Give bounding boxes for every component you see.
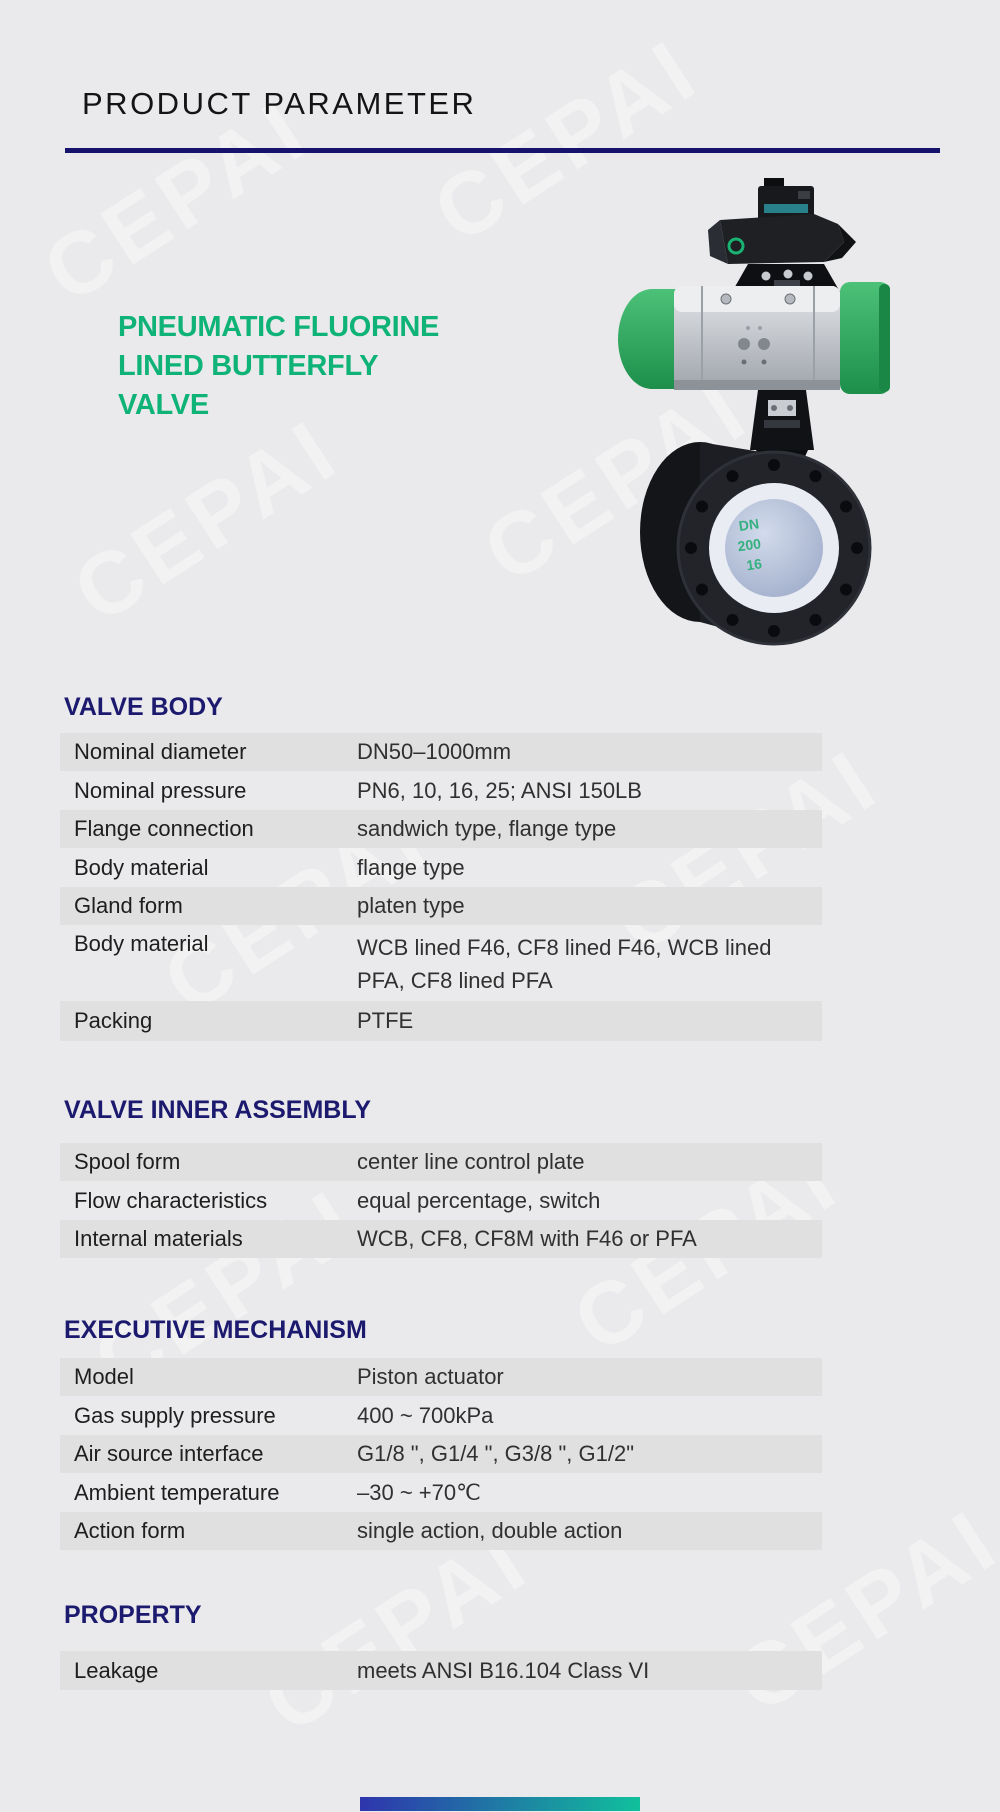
spec-row: Action form single action, double action — [60, 1512, 822, 1550]
spec-row: Model Piston actuator — [60, 1358, 822, 1396]
spec-label: Model — [74, 1364, 134, 1389]
spec-row: Body material flange type — [60, 848, 822, 887]
spec-label: Body material — [74, 854, 209, 880]
pneumatic-actuator — [618, 282, 890, 394]
spec-value: G1/8 ", G1/4 ", G3/8 ", G1/2" — [357, 1441, 635, 1466]
spec-label: Gland form — [74, 893, 183, 918]
spec-label: Nominal pressure — [74, 777, 247, 803]
valve-size-marking: DN 200 16 — [737, 515, 764, 573]
marking-pn: 16 — [745, 555, 763, 573]
spec-value: center line control plate — [357, 1149, 585, 1174]
footer-divider — [360, 1797, 640, 1811]
spec-value: PN6, 10, 16, 25; ANSI 150LB — [357, 777, 642, 803]
spec-label: Packing — [74, 1008, 153, 1033]
spec-row: Internal materials WCB, CF8, CF8M with F… — [60, 1220, 822, 1258]
spec-label: Internal materials — [74, 1226, 243, 1251]
spec-row: Gas supply pressure 400 ~ 700kPa — [60, 1396, 822, 1435]
brand-watermark: CEPAI — [56, 399, 356, 642]
spec-value: equal percentage, switch — [357, 1187, 601, 1213]
spec-value: –30 ~ +70℃ — [357, 1479, 481, 1505]
spec-row: Flow characteristics equal percentage, s… — [60, 1181, 822, 1220]
product-image-valve: DN 200 16 — [618, 178, 890, 646]
spec-value: sandwich type, flange type — [357, 816, 617, 841]
spec-label: Spool form — [74, 1149, 181, 1174]
product-name-line1: PNEUMATIC FLUORINE — [118, 311, 440, 343]
spec-row: Flange connection sandwich type, flange … — [60, 810, 822, 848]
valve-disc — [725, 499, 823, 597]
spec-row: Ambient temperature –30 ~ +70℃ — [60, 1473, 822, 1512]
title-underline — [65, 148, 940, 153]
product-name-line3: VALVE — [118, 389, 209, 421]
spec-label: Leakage — [74, 1657, 159, 1683]
spec-row: Spool form center line control plate — [60, 1143, 822, 1181]
spec-label: Body material — [74, 931, 209, 956]
product-name-line2: LINED BUTTERFLY — [118, 350, 379, 382]
spec-row: Body material WCB lined F46, CF8 lined F… — [60, 925, 822, 1001]
spec-label: Gas supply pressure — [74, 1402, 276, 1428]
section-heading-valve-body: VALVE BODY — [64, 693, 223, 721]
marking-size: 200 — [737, 535, 763, 554]
spec-label: Flow characteristics — [74, 1187, 268, 1213]
indicator-led-icon — [727, 237, 745, 255]
spec-row: Nominal pressure PN6, 10, 16, 25; ANSI 1… — [60, 771, 822, 810]
butterfly-valve-body: DN 200 16 — [640, 442, 872, 646]
spec-value: flange type — [357, 854, 465, 880]
spec-value: single action, double action — [357, 1518, 623, 1543]
spec-value: Piston actuator — [357, 1364, 504, 1389]
spec-label: Air source interface — [74, 1441, 264, 1466]
spec-value: platen type — [357, 893, 465, 918]
section-heading-valve-inner-assembly: VALVE INNER ASSEMBLY — [64, 1096, 371, 1124]
spec-label: Flange connection — [74, 816, 254, 841]
section-heading-executive-mechanism: EXECUTIVE MECHANISM — [64, 1316, 367, 1344]
spec-label: Nominal diameter — [74, 739, 247, 764]
spec-row: Leakage meets ANSI B16.104 Class VI — [60, 1651, 822, 1690]
spec-value: meets ANSI B16.104 Class VI — [357, 1657, 650, 1683]
spec-row: Nominal diameter DN50–1000mm — [60, 733, 822, 771]
spec-row: Air source interface G1/8 ", G1/4 ", G3/… — [60, 1435, 822, 1473]
spec-label: Ambient temperature — [74, 1479, 280, 1505]
spec-row: Gland form platen type — [60, 887, 822, 925]
marking-dn: DN — [738, 515, 760, 534]
page-title: PRODUCT PARAMETER — [82, 86, 477, 121]
spec-value: WCB lined F46, CF8 lined F46, WCB lined … — [357, 935, 772, 993]
product-name: PNEUMATIC FLUORINE LINED BUTTERFLY VALVE — [118, 308, 439, 425]
spec-row: Packing PTFE — [60, 1001, 822, 1041]
section-heading-property: PROPERTY — [64, 1601, 202, 1629]
spec-value: 400 ~ 700kPa — [357, 1402, 494, 1428]
spec-value: DN50–1000mm — [357, 739, 512, 764]
spec-value: WCB, CF8, CF8M with F46 or PFA — [357, 1226, 697, 1251]
solenoid-positioner — [708, 178, 856, 292]
spec-value: PTFE — [357, 1008, 414, 1033]
spec-label: Action form — [74, 1518, 186, 1543]
